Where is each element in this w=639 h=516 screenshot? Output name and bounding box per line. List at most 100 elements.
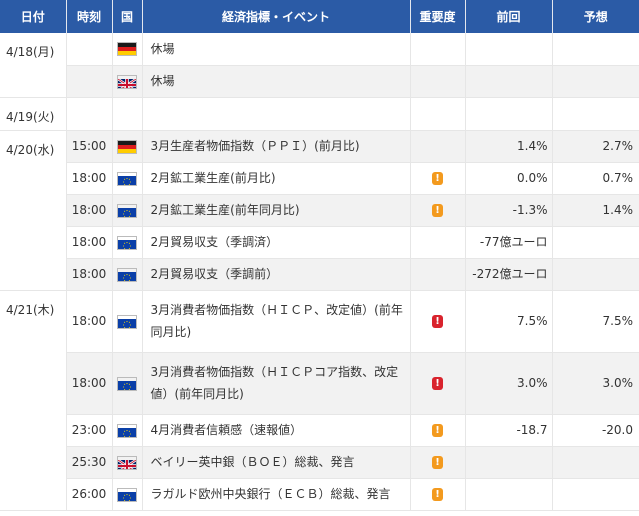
eu-flag-icon xyxy=(118,378,136,390)
header-importance: 重要度 xyxy=(410,0,466,33)
table-row: 4/21(木) 18:00 3月消費者物価指数（ＨＩＣＰ、改定値）(前年同月比)… xyxy=(0,290,639,511)
table-row: 18:00 3月消費者物価指数（ＨＩＣＰコア指数、改定値）(前年同月比) ! 3… xyxy=(0,352,639,415)
forecast-value xyxy=(552,258,639,291)
table-row: 18:00 2月貿易収支（季調済） -77億ユーロ xyxy=(0,226,639,259)
previous-value xyxy=(465,33,553,66)
time-cell: 18:00 xyxy=(66,226,113,259)
country-flag-cell xyxy=(112,226,143,259)
forecast-value xyxy=(552,33,639,66)
time-cell: 18:00 xyxy=(66,352,113,415)
time-cell: 18:00 xyxy=(66,290,113,353)
eu-flag-icon xyxy=(118,425,136,437)
header-forecast: 予想 xyxy=(552,0,639,33)
country-flag-cell xyxy=(112,352,143,415)
previous-value: -18.7 xyxy=(465,414,553,447)
country-flag-cell xyxy=(112,258,143,291)
date-cell: 4/21(木) xyxy=(0,290,67,511)
previous-value: 0.0% xyxy=(465,162,553,195)
eu-flag-icon xyxy=(118,173,136,185)
event-name: 3月消費者物価指数（ＨＩＣＰ、改定値）(前年同月比) xyxy=(142,290,411,353)
event-name: 4月消費者信頼感（速報値） xyxy=(142,414,411,447)
eu-flag-icon xyxy=(118,205,136,217)
previous-value: -272億ユーロ xyxy=(465,258,553,291)
time-cell: 18:00 xyxy=(66,258,113,291)
previous-value xyxy=(465,446,553,479)
forecast-value: 3.0% xyxy=(552,352,639,415)
forecast-value xyxy=(552,478,639,511)
event-name: ベイリー英中銀（ＢＯＥ）総裁、発言 xyxy=(142,446,411,479)
country-flag-cell xyxy=(112,65,143,98)
uk-flag-icon xyxy=(118,457,136,469)
time-cell: 23:00 xyxy=(66,414,113,447)
country-flag-cell xyxy=(112,130,143,163)
event-name: 2月鉱工業生産(前年同月比) xyxy=(142,194,411,227)
badge-text: ! xyxy=(435,457,440,468)
country-flag-cell xyxy=(112,290,143,353)
time-cell: 15:00 xyxy=(66,130,113,163)
badge-text: ! xyxy=(435,316,440,327)
previous-value xyxy=(465,478,553,511)
time-cell: 26:00 xyxy=(66,478,113,511)
country-flag-cell xyxy=(112,478,143,511)
previous-value: 7.5% xyxy=(465,290,553,353)
table-row: 4/19(火) xyxy=(0,97,639,131)
time-cell xyxy=(66,97,113,131)
time-cell xyxy=(66,65,113,98)
forecast-value xyxy=(552,446,639,479)
header-time: 時刻 xyxy=(66,0,113,33)
previous-value: -1.3% xyxy=(465,194,553,227)
importance-cell: ! xyxy=(410,162,466,195)
badge-text: ! xyxy=(435,489,440,500)
event-name: ラガルド欧州中央銀行（ＥＣＢ）総裁、発言 xyxy=(142,478,411,511)
date-cell: 4/20(水) xyxy=(0,130,67,291)
eu-flag-icon xyxy=(118,316,136,328)
importance-cell xyxy=(410,130,466,163)
importance-medium-exclamation-icon: ! xyxy=(432,488,443,501)
event-name: 2月貿易収支（季調前） xyxy=(142,258,411,291)
forecast-value: 2.7% xyxy=(552,130,639,163)
previous-value: 1.4% xyxy=(465,130,553,163)
germany-flag-icon xyxy=(118,140,136,153)
table-row: 18:00 2月貿易収支（季調前） -272億ユーロ xyxy=(0,258,639,291)
importance-cell: ! xyxy=(410,414,466,447)
event-name xyxy=(142,97,411,131)
table-row: 18:00 2月鉱工業生産(前月比) ! 0.0% 0.7% xyxy=(0,162,639,195)
time-cell: 18:00 xyxy=(66,162,113,195)
header-event: 経済指標・イベント xyxy=(142,0,411,33)
country-flag-cell xyxy=(112,446,143,479)
date-cell: 4/18(月) xyxy=(0,33,67,98)
table-row: 4/20(水) 15:00 3月生産者物価指数（ＰＰＩ）(前月比) 1.4% 2… xyxy=(0,130,639,291)
table-row: 23:00 4月消費者信頼感（速報値） ! -18.7 -20.0 xyxy=(0,414,639,447)
event-name: 3月消費者物価指数（ＨＩＣＰコア指数、改定値）(前年同月比) xyxy=(142,352,411,415)
badge-text: ! xyxy=(435,173,440,184)
event-name: 休場 xyxy=(142,65,411,98)
date-cell: 4/19(火) xyxy=(0,97,67,131)
importance-cell: ! xyxy=(410,446,466,479)
importance-cell xyxy=(410,258,466,291)
importance-cell: ! xyxy=(410,478,466,511)
eu-flag-icon xyxy=(118,237,136,249)
country-flag-cell xyxy=(112,33,143,66)
badge-text: ! xyxy=(435,425,440,436)
forecast-value: -20.0 xyxy=(552,414,639,447)
event-name: 2月鉱工業生産(前月比) xyxy=(142,162,411,195)
eu-flag-icon xyxy=(118,269,136,281)
table-row: 25:30 ベイリー英中銀（ＢＯＥ）総裁、発言 ! xyxy=(0,446,639,479)
importance-high-exclamation-icon: ! xyxy=(432,315,443,328)
forecast-value: 1.4% xyxy=(552,194,639,227)
importance-medium-exclamation-icon: ! xyxy=(432,456,443,469)
previous-value: -77億ユーロ xyxy=(465,226,553,259)
header-row: 日付 時刻 国 経済指標・イベント 重要度 前回 予想 xyxy=(0,0,639,33)
header-date: 日付 xyxy=(0,0,67,33)
event-name: 休場 xyxy=(142,33,411,66)
importance-cell xyxy=(410,97,466,131)
importance-cell xyxy=(410,33,466,66)
importance-cell xyxy=(410,65,466,98)
importance-high-exclamation-icon: ! xyxy=(432,377,443,390)
importance-medium-exclamation-icon: ! xyxy=(432,424,443,437)
time-cell: 25:30 xyxy=(66,446,113,479)
germany-flag-icon xyxy=(118,43,136,56)
header-previous: 前回 xyxy=(465,0,553,33)
country-flag-cell xyxy=(112,162,143,195)
badge-text: ! xyxy=(435,205,440,216)
